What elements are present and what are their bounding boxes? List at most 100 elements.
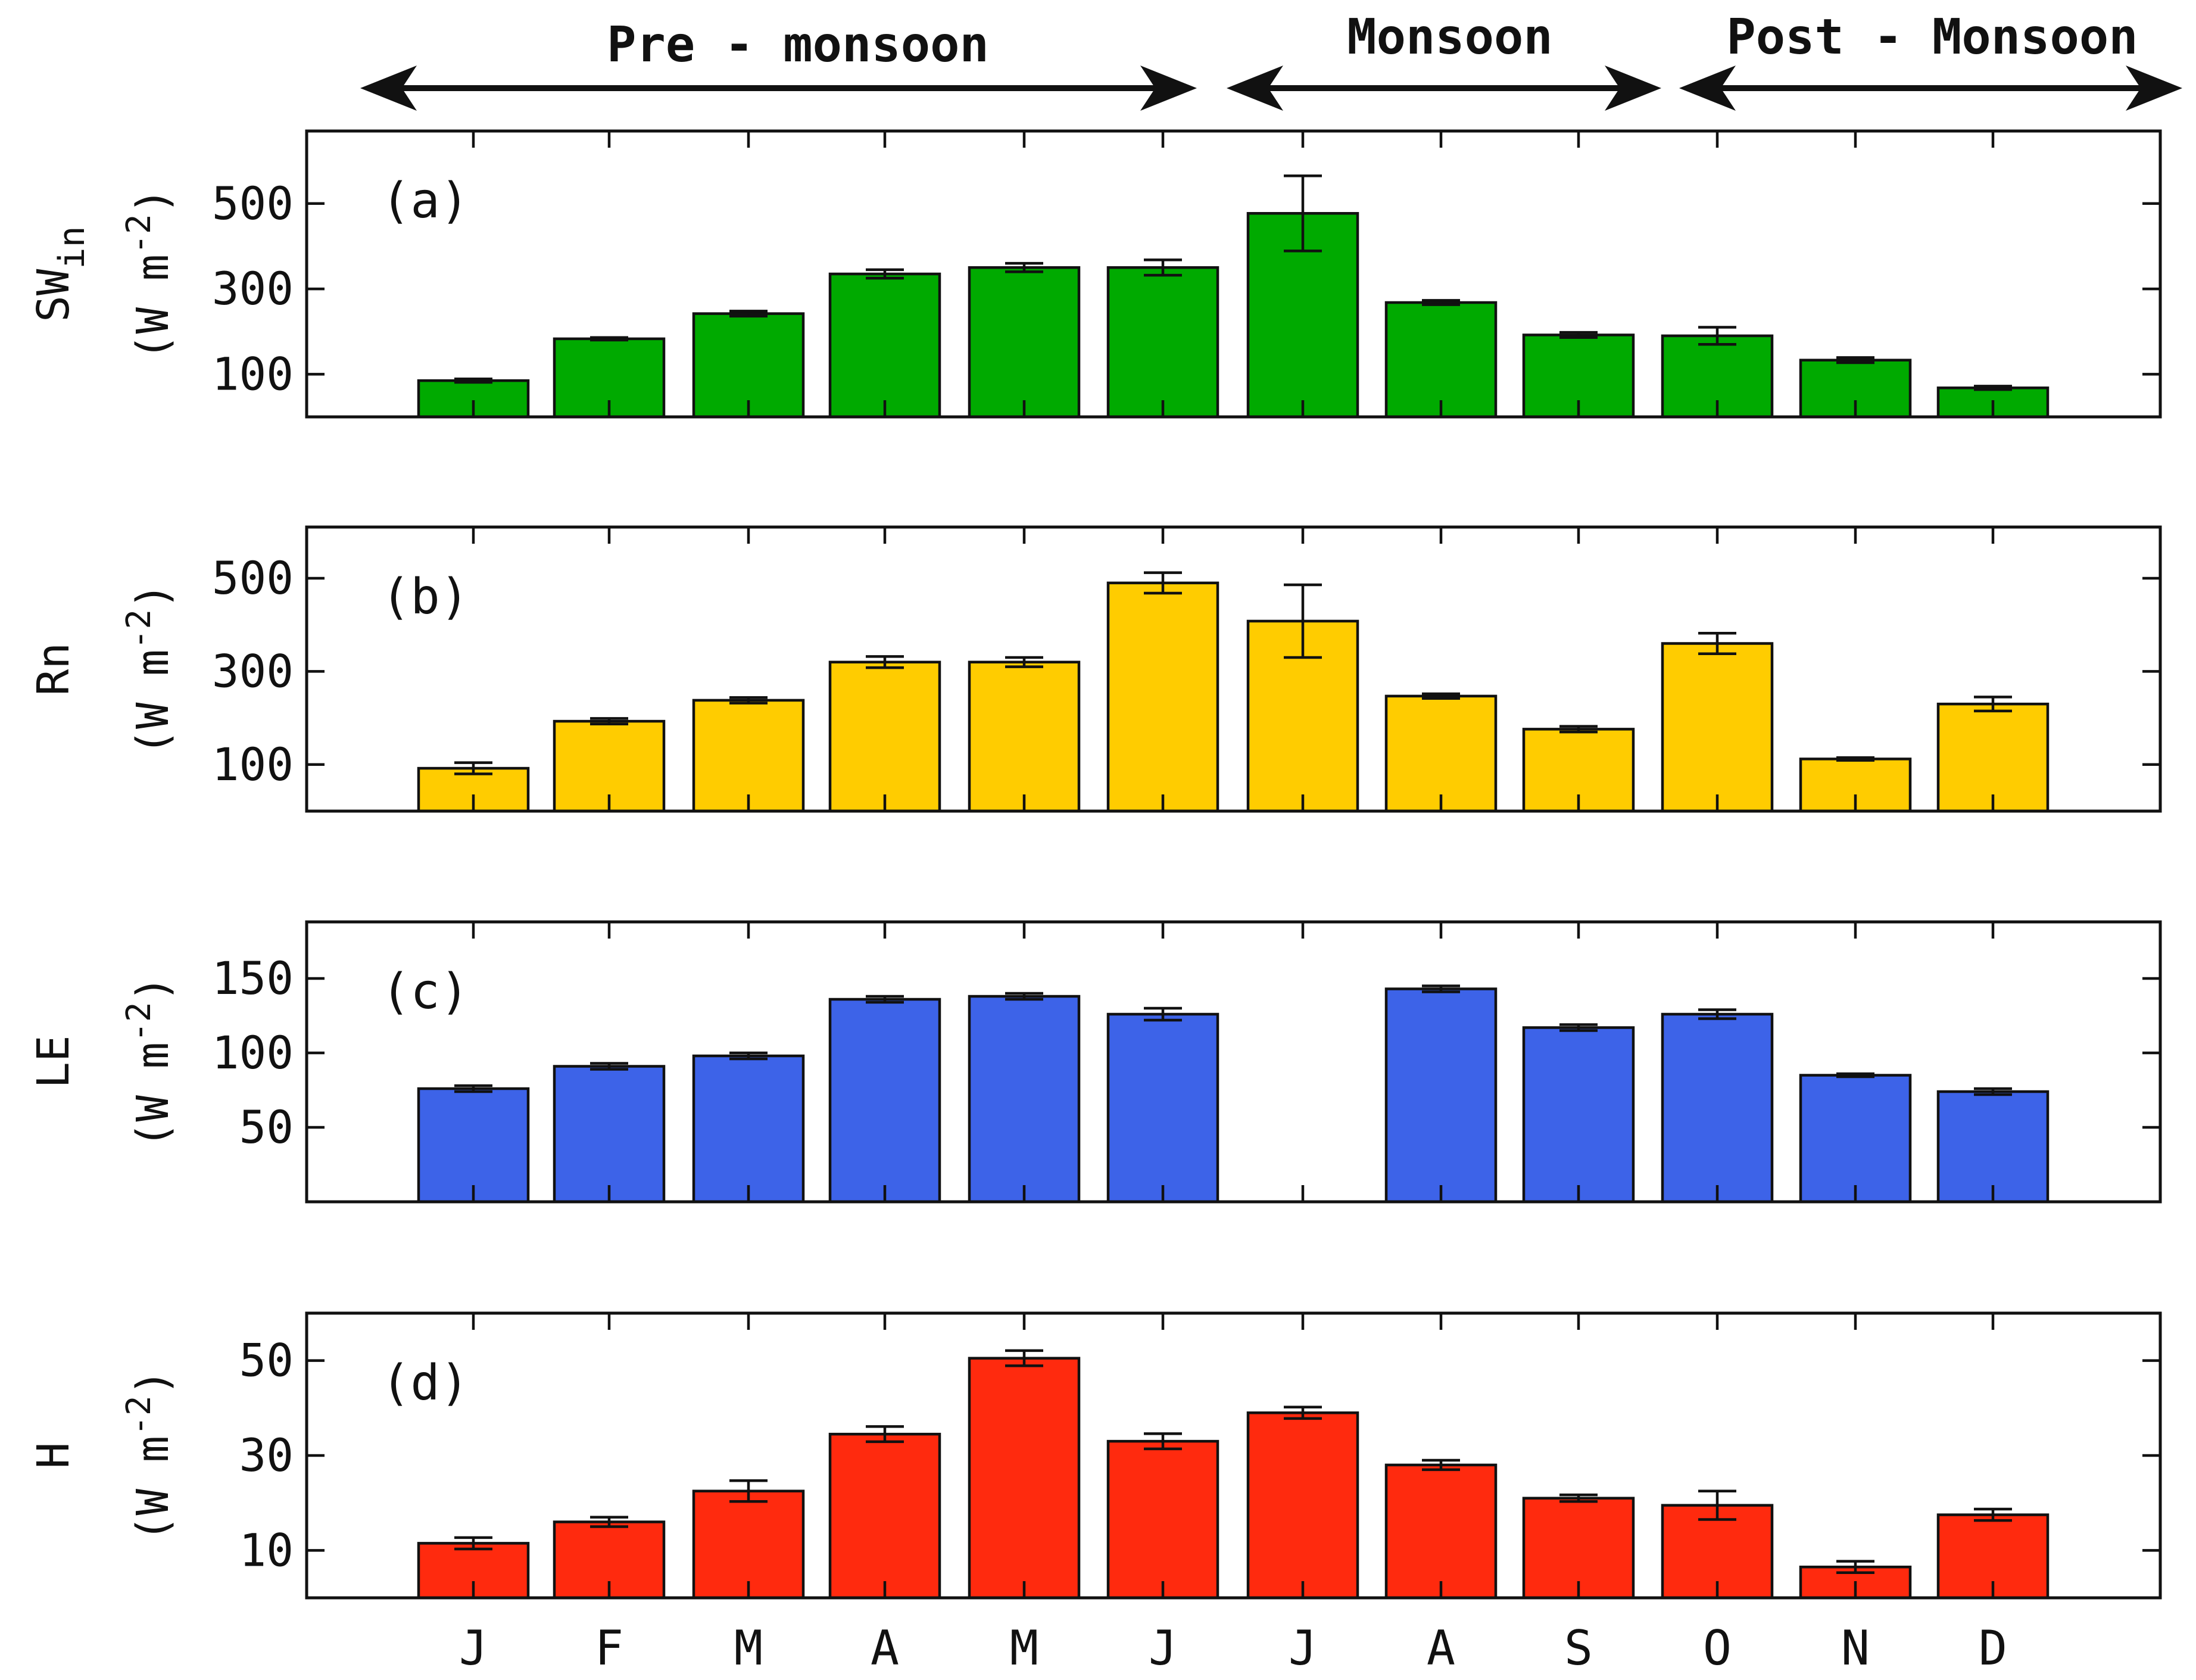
bar bbox=[1384, 1463, 1498, 1600]
y-axis-label-main: LE bbox=[28, 1035, 79, 1088]
panel-a: 100 300 500 (a) SWin (W m-2) bbox=[28, 129, 2162, 419]
axes-frame bbox=[305, 129, 2162, 419]
month-label: M bbox=[1010, 1620, 1038, 1676]
panel-c: 50 100 150 (c) LE (W m-2) bbox=[28, 920, 2162, 1204]
y-axis-units-prefix: (W m bbox=[127, 1042, 179, 1148]
error-bar bbox=[1836, 1072, 1874, 1079]
bar bbox=[553, 1065, 666, 1204]
error-bar bbox=[590, 336, 628, 342]
bar bbox=[1246, 1411, 1359, 1600]
bar bbox=[1799, 1074, 1912, 1204]
season-arrow-head-right bbox=[1605, 66, 1661, 111]
y-axis-label-subscript: in bbox=[51, 226, 93, 269]
y-tick-label: 300 bbox=[212, 644, 294, 697]
error-bar bbox=[454, 761, 492, 775]
error-bar bbox=[1974, 1087, 2012, 1096]
bar bbox=[417, 1087, 530, 1204]
error-bar bbox=[729, 1479, 768, 1503]
season-arrow: Post - Monsoon bbox=[1679, 9, 2182, 111]
y-axis-label: Rn bbox=[28, 643, 79, 696]
bar bbox=[828, 272, 941, 419]
month-label: O bbox=[1703, 1620, 1732, 1676]
bar bbox=[692, 312, 805, 419]
error-bar bbox=[1284, 1405, 1322, 1420]
y-axis-units: (W m-2) bbox=[120, 582, 179, 755]
error-bar bbox=[1698, 326, 1736, 346]
error-bar bbox=[866, 655, 904, 669]
bar bbox=[1106, 581, 1219, 813]
season-label: Monsoon bbox=[1347, 9, 1553, 66]
season-arrows: Pre - monsoon Monsoon Post - Monsoon bbox=[360, 9, 2182, 111]
y-tick-label: 500 bbox=[212, 551, 294, 604]
error-bar bbox=[1559, 1493, 1598, 1503]
axes-frame bbox=[305, 525, 2162, 813]
error-bar bbox=[1422, 1458, 1460, 1472]
panel-label: (d) bbox=[381, 1355, 469, 1411]
bar bbox=[692, 1054, 805, 1204]
bar bbox=[1661, 642, 1774, 813]
error-bar bbox=[1422, 984, 1460, 993]
error-bar bbox=[1974, 385, 2012, 391]
error-bar bbox=[1698, 632, 1736, 655]
month-label: A bbox=[871, 1620, 899, 1676]
bar bbox=[1384, 301, 1498, 419]
season-arrow-head-left bbox=[360, 66, 417, 111]
bar bbox=[1106, 266, 1219, 419]
y-axis-units-superscript: -2 bbox=[120, 1395, 158, 1435]
error-bar bbox=[590, 1516, 628, 1528]
error-bar bbox=[1422, 692, 1460, 700]
y-tick-label: 50 bbox=[239, 1334, 294, 1387]
error-bar bbox=[1284, 174, 1322, 253]
season-label: Post - Monsoon bbox=[1726, 9, 2138, 66]
y-axis-label-main: Rn bbox=[28, 643, 79, 696]
bar bbox=[1384, 987, 1498, 1204]
y-axis-units: (W m-2) bbox=[120, 975, 179, 1148]
bar bbox=[828, 998, 941, 1204]
bar bbox=[828, 660, 941, 813]
y-tick-label: 150 bbox=[212, 952, 294, 1005]
y-axis-units-prefix: (W m bbox=[127, 649, 179, 755]
bar bbox=[1661, 1012, 1774, 1204]
bar bbox=[1106, 1012, 1219, 1204]
bar bbox=[968, 1357, 1081, 1600]
month-label: J bbox=[1289, 1620, 1317, 1676]
error-bar bbox=[729, 310, 768, 318]
season-label: Pre - monsoon bbox=[607, 17, 989, 73]
bar bbox=[1384, 694, 1498, 813]
bar bbox=[968, 995, 1081, 1204]
month-label: D bbox=[1979, 1620, 2007, 1676]
month-label: N bbox=[1841, 1620, 1870, 1676]
y-axis-label: SWin bbox=[28, 226, 93, 322]
y-axis-units: (W m-2) bbox=[120, 188, 179, 360]
bar bbox=[1522, 1026, 1635, 1204]
y-axis-units: (W m-2) bbox=[120, 1369, 179, 1542]
panel-label: (c) bbox=[381, 964, 469, 1020]
error-bar bbox=[1005, 261, 1043, 273]
y-tick-label: 30 bbox=[239, 1429, 294, 1482]
y-axis-label-main: SW bbox=[28, 269, 79, 322]
y-axis-units-prefix: (W m bbox=[127, 254, 179, 360]
bar bbox=[1936, 1090, 2050, 1204]
bar bbox=[968, 266, 1081, 419]
bar bbox=[1106, 1439, 1219, 1600]
error-bar bbox=[1836, 356, 1874, 364]
error-bar bbox=[1422, 299, 1460, 306]
y-tick-label: 10 bbox=[239, 1523, 294, 1576]
season-arrow-head-left bbox=[1679, 66, 1736, 111]
y-axis-units-prefix: (W m bbox=[127, 1436, 179, 1542]
error-bar bbox=[1005, 656, 1043, 668]
error-bar bbox=[729, 1051, 768, 1061]
season-arrow-head-left bbox=[1227, 66, 1283, 111]
y-tick-label: 100 bbox=[212, 347, 294, 400]
error-bar bbox=[1974, 1507, 2012, 1522]
y-tick-label: 100 bbox=[212, 738, 294, 791]
panel-label: (a) bbox=[381, 173, 469, 229]
y-axis-units-superscript: -2 bbox=[120, 214, 158, 254]
panel-d: 10 30 50 (d) H (W m-2) bbox=[28, 1311, 2162, 1600]
error-bar bbox=[1559, 725, 1598, 734]
error-bar bbox=[729, 696, 768, 705]
y-axis-units-suffix: ) bbox=[127, 582, 179, 609]
y-tick-label: 500 bbox=[212, 177, 294, 230]
y-axis-label-main: H bbox=[28, 1442, 79, 1469]
